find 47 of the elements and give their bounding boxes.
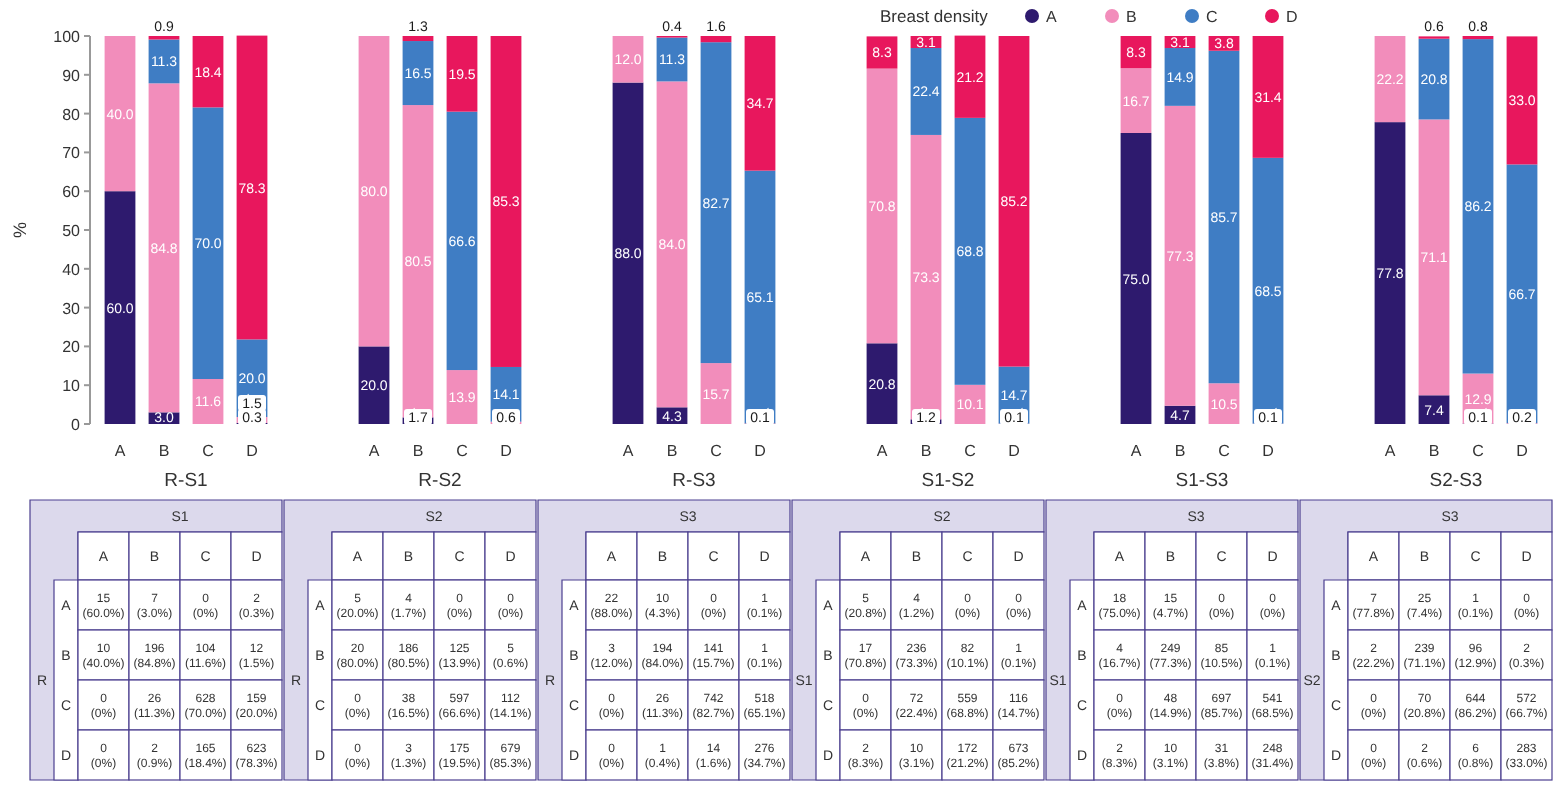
x-tick-label: B [920,442,932,460]
x-tick-label: C [1472,442,1485,460]
x-tick-label: A [622,442,635,460]
x-axis-title: S1-S3 [1175,470,1229,492]
x-tick-label: B [666,442,678,460]
x-tick-label: D [1008,442,1021,460]
y-tick-label: 0 [71,416,82,434]
x-axis-title: R-S2 [418,470,462,492]
x-axis-title: R-S1 [164,470,208,492]
x-tick-label: D [1516,442,1529,460]
y-tick-label: 50 [62,222,82,240]
legend-label: B [1126,8,1137,26]
y-tick-label: 20 [62,338,82,357]
legend-label: C [1206,8,1218,26]
x-axis-title: S1-S2 [921,470,975,492]
x-axis-title: S2-S3 [1429,470,1483,492]
x-tick-label: D [754,442,767,460]
x-tick-label: A [114,442,127,460]
x-tick-label: A [368,442,381,460]
x-tick-label: D [246,442,259,460]
x-axis-title: R-S3 [672,470,716,492]
x-tick-label: A [1384,442,1397,460]
x-tick-label: C [456,442,469,460]
y-tick-label: 10 [62,377,82,396]
x-tick-label: A [876,442,889,460]
y-tick-label: 80 [62,105,82,124]
x-tick-label: C [1218,442,1231,460]
x-tick-label: B [412,442,424,460]
x-tick-label: B [158,442,170,460]
x-tick-label: A [1130,442,1143,460]
y-tick-label: 40 [62,260,82,279]
legend-label: D [1286,8,1298,26]
legend-title: Breast density [880,6,990,26]
legend-label: A [1046,8,1058,26]
y-tick-label: 90 [62,66,82,85]
y-tick-label: 30 [62,299,82,318]
x-tick-label: C [202,442,215,460]
x-tick-label: C [964,442,977,460]
x-tick-label: B [1174,442,1186,460]
x-tick-label: D [1262,442,1275,460]
x-tick-label: D [500,442,513,460]
x-tick-label: B [1428,442,1440,460]
x-tick-label: C [710,442,723,460]
y-tick-label: 60 [62,183,82,202]
y-axis-title: % [10,221,30,239]
y-tick-label: 100 [53,28,82,46]
y-tick-label: 70 [62,144,82,163]
